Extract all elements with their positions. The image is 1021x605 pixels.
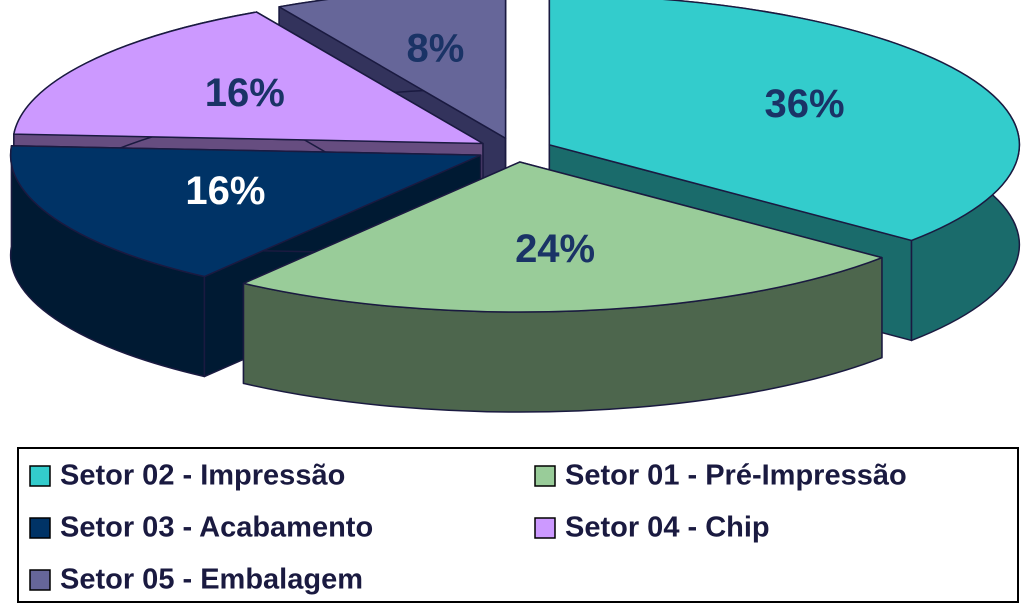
legend-swatch	[29, 569, 51, 591]
legend-label: Setor 02 - Impressão	[60, 460, 345, 492]
slice-top	[13, 11, 484, 145]
legend-swatch	[29, 465, 51, 487]
data-label: 36%	[765, 82, 845, 126]
slice-top	[242, 161, 883, 313]
legend-label: Setor 01 - Pré-Impressão	[565, 460, 907, 492]
legend-label: Setor 04 - Chip	[565, 512, 770, 544]
data-label: 24%	[515, 227, 595, 271]
legend-swatch	[534, 517, 556, 539]
legend-swatch	[29, 517, 51, 539]
pie-slice	[242, 161, 883, 413]
slice-top	[9, 144, 482, 278]
data-label: 16%	[185, 169, 265, 213]
legend-label: Setor 05 - Embalagem	[60, 564, 363, 596]
legend-swatch	[534, 465, 556, 487]
data-label: 8%	[407, 27, 465, 71]
data-label: 16%	[205, 71, 285, 115]
slice-top	[548, 0, 1021, 242]
legend-label: Setor 03 - Acabamento	[60, 512, 373, 544]
legend-box	[17, 447, 1019, 603]
slice-top	[278, 0, 507, 140]
